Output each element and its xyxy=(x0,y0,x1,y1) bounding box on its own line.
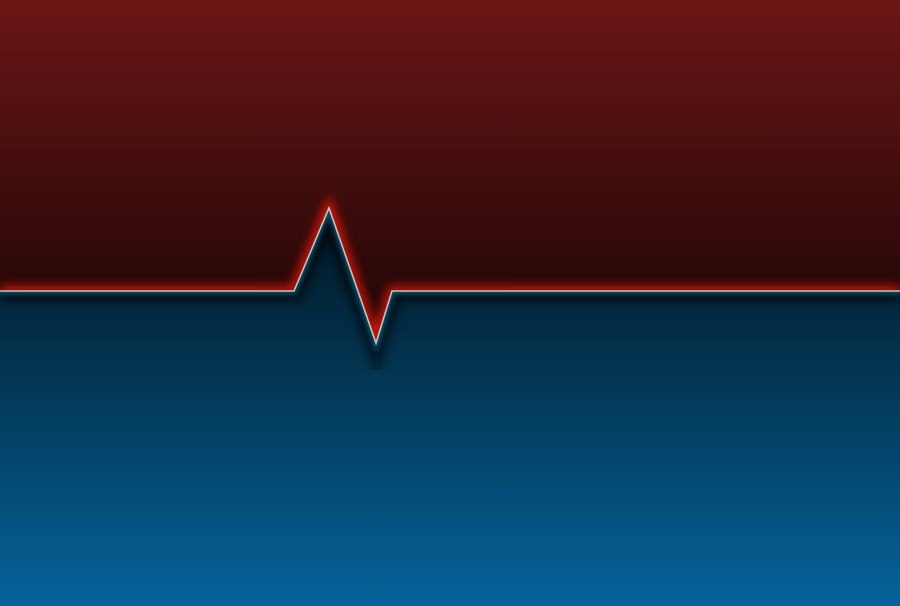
heartbeat-pulse-line xyxy=(0,205,900,346)
lower-blue-region xyxy=(0,208,900,606)
upper-red-region xyxy=(0,0,900,343)
